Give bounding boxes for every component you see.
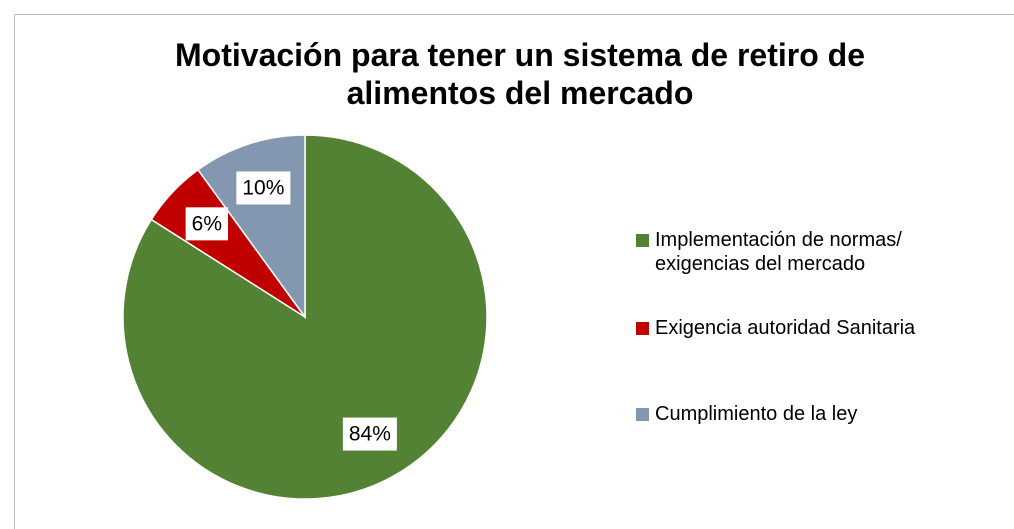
legend-swatch [636,322,649,335]
legend-label: Implementación de normas/ exigencias del… [655,229,902,275]
data-label-box [185,207,229,241]
legend-item: Exigencia autoridad Sanitaria [636,316,985,340]
legend-swatch [636,234,649,247]
chart-title: Motivación para tener un sistema de reti… [175,37,865,111]
legend-label: Cumplimiento de la ley [655,403,858,425]
data-label: 10% [242,176,284,199]
legend-swatch [636,408,649,421]
data-label-box [236,171,291,205]
data-label: 84% [349,423,391,446]
legend-item: Cumplimiento de la ley [636,402,985,426]
legend-label: Exigencia autoridad Sanitaria [655,317,916,339]
data-label: 6% [192,212,222,235]
chart-frame [14,14,1014,529]
data-label-box [342,417,397,451]
legend-item: Implementación de normas/ exigencias del… [636,228,985,276]
